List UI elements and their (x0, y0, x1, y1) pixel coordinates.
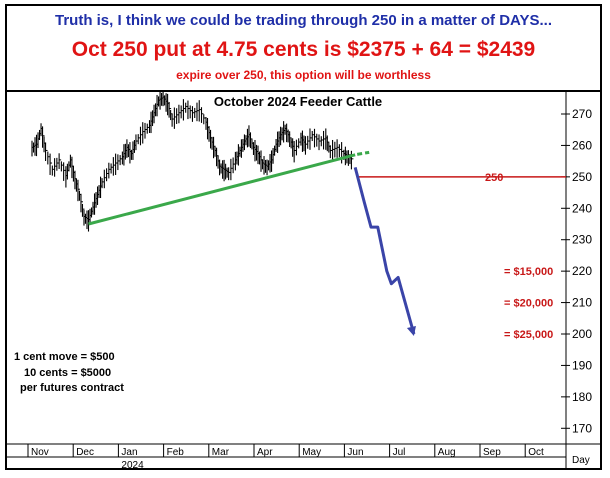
header-panel: Truth is, I think we could be trading th… (7, 6, 600, 92)
x-tick-label: Mar (212, 447, 230, 458)
y-tick-label: 200 (572, 327, 592, 341)
x-tick-label: Aug (438, 447, 456, 458)
x-tick-label: Oct (528, 447, 544, 458)
x-tick-label: Apr (257, 447, 273, 458)
x-tick-label: May (302, 447, 321, 458)
y-tick-label: 190 (572, 358, 592, 372)
y-tick-label: 180 (572, 390, 592, 404)
x-tick-label: Dec (76, 447, 94, 458)
projection-path (353, 167, 416, 335)
year-label: 2024 (121, 460, 144, 471)
y-tick-label: 260 (572, 138, 592, 152)
y-tick-label: 240 (572, 201, 592, 215)
y-tick-label: 270 (572, 107, 592, 121)
note-line-2: 10 cents = $5000 (24, 367, 112, 379)
header-line-2: Oct 250 put at 4.75 cents is $2375 + 64 … (71, 38, 536, 61)
x-tick-label: Jan (121, 447, 137, 458)
level-250-label: 250 (485, 172, 503, 184)
dollar-annotation: = $25,000 (504, 329, 553, 341)
y-tick-label: 210 (572, 296, 592, 310)
x-tick-label: Sep (483, 447, 501, 458)
support-trendline (88, 153, 356, 226)
x-unit-label: Day (572, 455, 590, 466)
chart-title: October 2024 Feeder Cattle (214, 94, 382, 109)
x-tick-label: Jul (393, 447, 406, 458)
dollar-annotation: = $15,000 (504, 266, 553, 278)
note-line-1: 1 cent move = $500 (14, 351, 115, 363)
y-tick-label: 220 (572, 264, 592, 278)
x-tick-label: Jun (347, 447, 363, 458)
note-line-3: per futures contract (20, 382, 124, 394)
projection-arrowhead (406, 326, 416, 336)
y-tick-label: 170 (572, 421, 592, 435)
header-line-1: Truth is, I think we could be trading th… (54, 12, 552, 29)
trendline-extension (356, 150, 370, 156)
header-line-3: expire over 250, this option will be wor… (176, 68, 431, 82)
x-tick-label: Feb (167, 447, 185, 458)
y-tick-label: 230 (572, 233, 592, 247)
y-tick-label: 250 (572, 170, 592, 184)
dollar-annotation: = $20,000 (504, 298, 553, 310)
x-tick-label: Nov (31, 447, 49, 458)
chart-frame: Truth is, I think we could be trading th… (5, 4, 602, 470)
